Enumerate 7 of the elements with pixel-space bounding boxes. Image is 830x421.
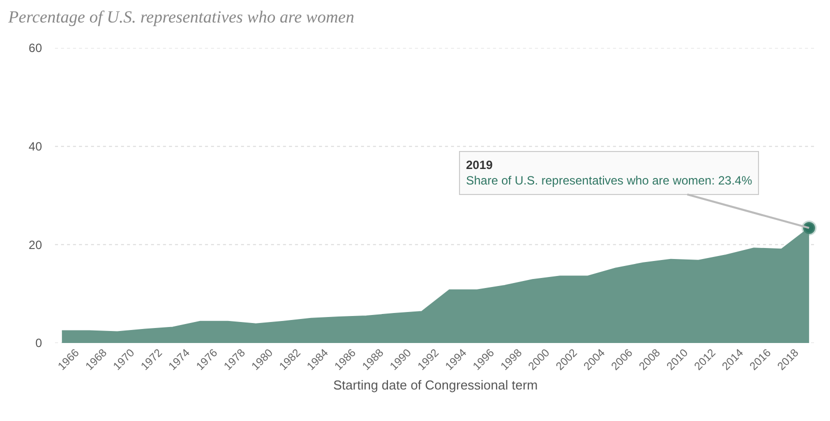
- annotation: 2019 Share of U.S. representatives who are women: 23.4%: [466, 158, 752, 188]
- chart-title: Percentage of U.S. representatives who are women: [7, 7, 354, 26]
- y-tick-label: 40: [28, 140, 42, 154]
- x-axis-title: Starting date of Congressional term: [333, 377, 538, 392]
- y-tick-label: 20: [28, 238, 42, 252]
- y-tick-label: 60: [28, 41, 42, 56]
- y-tick-label: 0: [35, 336, 42, 350]
